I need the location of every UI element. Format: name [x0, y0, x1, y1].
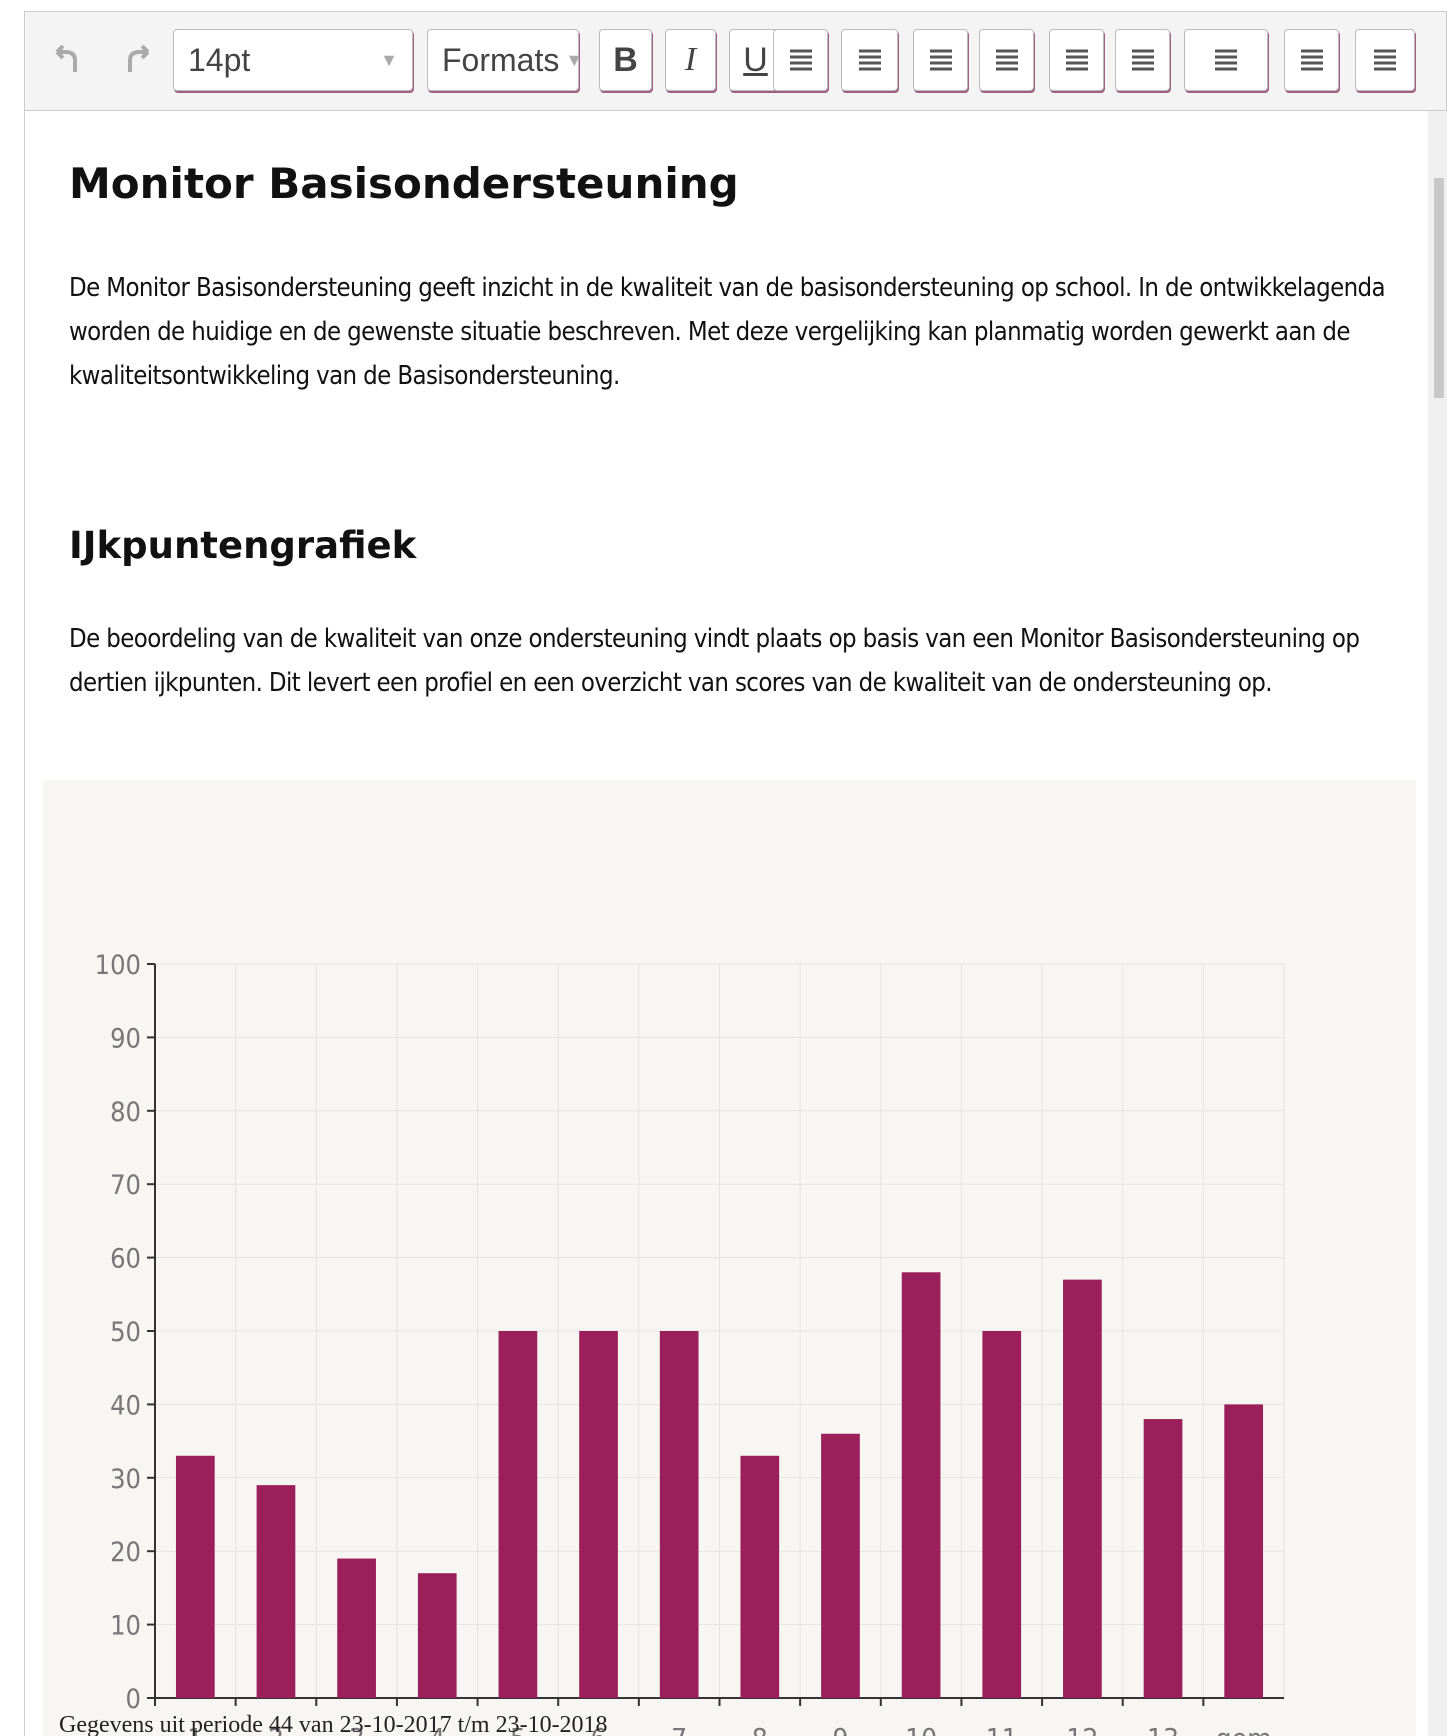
toolbar-button[interactable] [1115, 29, 1170, 91]
x-tick-label: 6 [591, 1722, 607, 1736]
bar [1143, 1419, 1183, 1698]
y-tick-label: 30 [110, 1464, 141, 1495]
y-tick-label: 40 [110, 1390, 141, 1421]
y-tick-label: 70 [110, 1170, 141, 1201]
toolbar-button[interactable] [773, 29, 828, 91]
bar [982, 1331, 1022, 1698]
bold-button[interactable]: B [599, 29, 652, 91]
y-tick-label: 50 [110, 1317, 141, 1348]
toolbar-button[interactable] [1184, 29, 1268, 91]
x-tick-label: 4 [429, 1722, 445, 1736]
formats-menu[interactable]: Formats ▼ [427, 29, 583, 91]
y-tick-label: 100 [95, 950, 141, 981]
bar [821, 1433, 860, 1698]
x-tick-label: 7 [671, 1722, 687, 1736]
x-tick-label: 1 [187, 1722, 203, 1736]
x-tick-label: 9 [832, 1722, 848, 1736]
undo-redo[interactable] [45, 42, 165, 82]
toolbar-button[interactable] [1049, 29, 1104, 91]
bar [659, 1331, 699, 1698]
bar [1063, 1279, 1102, 1698]
toolbar: 14pt ▼ Formats ▼ B I U [24, 11, 1447, 111]
caption: Gegevens uit periode 44 van 23-10-2017 t… [59, 1712, 608, 1736]
y-tick-label: 60 [110, 1244, 141, 1275]
paragraph: De beoordeling van de kwaliteit van onze… [69, 624, 1360, 698]
chart: 010203040506070809010012345678910111213g… [43, 780, 1416, 1736]
x-tick-label: 12 [1066, 1722, 1098, 1736]
bar [498, 1331, 538, 1698]
x-tick-label: 2 [268, 1722, 284, 1736]
font-size: 14pt [188, 41, 251, 78]
toolbar-button[interactable] [1284, 29, 1339, 91]
x-tick-label: 8 [752, 1722, 768, 1736]
toolbar-button[interactable] [979, 29, 1034, 91]
x-tick-label: 10 [905, 1722, 937, 1736]
scrollbar[interactable] [1428, 111, 1447, 1736]
bar [901, 1272, 941, 1698]
toolbar-button[interactable] [913, 29, 968, 91]
y-tick-label: 20 [110, 1537, 141, 1568]
bar [579, 1331, 618, 1698]
x-tick-label: gem [1216, 1722, 1272, 1736]
bar [417, 1573, 457, 1698]
y-tick-label: 90 [110, 1023, 141, 1054]
bar [337, 1558, 376, 1698]
italic-button[interactable]: I [665, 29, 716, 91]
intro: De Monitor Basisondersteuning geeft inzi… [69, 273, 1386, 391]
x-tick-label: 5 [510, 1722, 526, 1736]
scrollbar-thumb[interactable] [1434, 178, 1444, 398]
bar [175, 1455, 215, 1698]
x-tick-label: 13 [1147, 1722, 1179, 1736]
y-tick-label: 80 [110, 1097, 141, 1128]
subheading: IJkpuntengrafiek [69, 524, 417, 567]
x-tick-label: 3 [349, 1722, 365, 1736]
editor: Monitor Basisondersteuning De Monitor Ba… [24, 111, 1429, 1736]
bar [740, 1455, 780, 1698]
toolbar-button[interactable] [841, 29, 898, 91]
bar [1224, 1404, 1264, 1698]
x-tick-label: 11 [986, 1722, 1018, 1736]
bar [256, 1485, 296, 1698]
formats: Formats [442, 41, 560, 78]
toolbar-button[interactable] [1355, 29, 1415, 91]
y-tick-label: 10 [110, 1611, 141, 1642]
font-size-select[interactable]: 14pt ▼ [173, 29, 413, 91]
y-tick-label: 0 [126, 1684, 141, 1715]
heading: Monitor Basisondersteuning [69, 159, 739, 208]
